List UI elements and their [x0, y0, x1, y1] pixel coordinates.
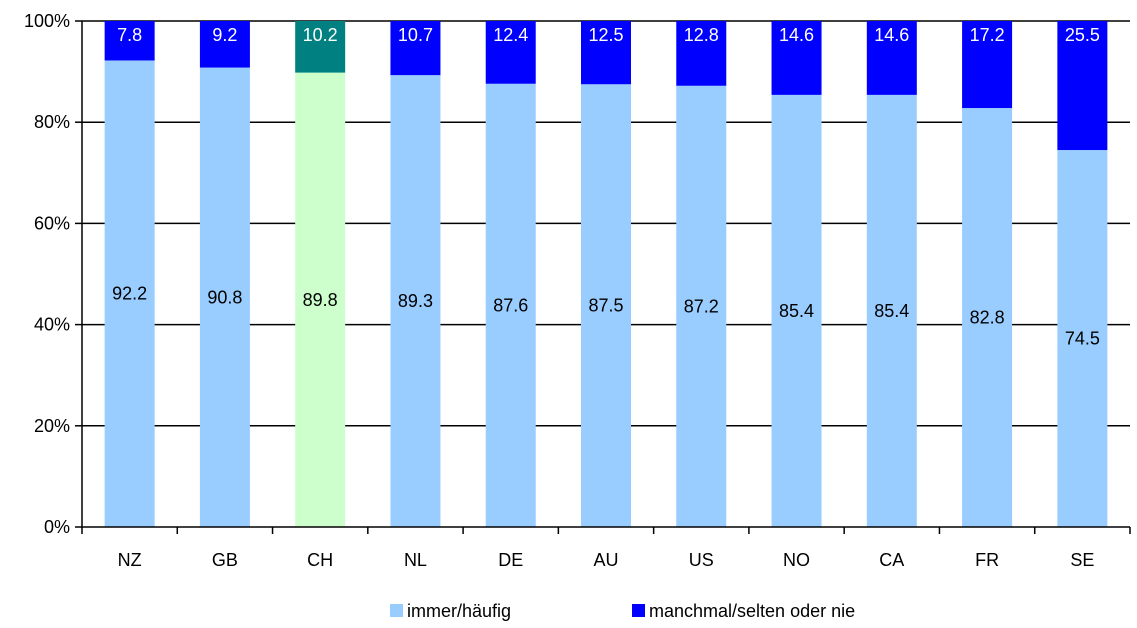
y-tick-label: 40% — [34, 315, 70, 335]
axes: 0% 20% 40% 60% 80% 100% NZ GB CH NL DE AU US NO CA FR SE — [24, 11, 1131, 570]
x-tick-label: AU — [593, 550, 618, 570]
bar-segment — [1057, 150, 1108, 527]
data-label: 25.5 — [1065, 25, 1100, 45]
bars: 92.2 7.8 90.8 9.2 89.8 10.2 89.3 10.7 87.6 12.4 87… — [104, 21, 1108, 528]
legend-label: immer/häufig — [407, 601, 511, 621]
data-label: 10.7 — [398, 25, 433, 45]
data-label: 87.5 — [588, 296, 623, 316]
bar-segment — [295, 21, 346, 73]
bar-segment — [1057, 21, 1108, 151]
data-label: 9.2 — [212, 25, 237, 45]
bar-segment — [581, 84, 631, 527]
legend-swatch — [390, 604, 403, 617]
bar-segment — [199, 67, 250, 527]
bar-segment — [104, 21, 155, 61]
data-label: 12.8 — [684, 25, 719, 45]
bar-segment — [962, 21, 1013, 109]
x-tick-label: NL — [404, 550, 427, 570]
data-label: 7.8 — [117, 25, 142, 45]
y-tick-label: 0% — [44, 517, 70, 537]
legend: immer/häufig manchmal/selten oder nie — [390, 601, 855, 621]
data-label: 17.2 — [970, 25, 1005, 45]
data-label: 12.4 — [493, 25, 528, 45]
bar-segment — [866, 94, 917, 527]
data-label: 74.5 — [1065, 329, 1100, 349]
bar-segment — [485, 83, 536, 527]
x-tick-label: US — [689, 550, 714, 570]
bar-segment — [581, 21, 631, 85]
data-label: 90.8 — [207, 287, 242, 307]
data-label: 14.6 — [779, 25, 814, 45]
y-tick-label: 20% — [34, 416, 70, 436]
x-tick-label: CA — [879, 550, 904, 570]
data-label: 14.6 — [874, 25, 909, 45]
x-tick-label: FR — [975, 550, 999, 570]
bar-segment — [676, 85, 727, 527]
data-label: 85.4 — [779, 301, 814, 321]
y-tick-label: 80% — [34, 112, 70, 132]
bar-segment — [485, 21, 536, 84]
data-label: 12.5 — [588, 25, 623, 45]
legend-swatch — [632, 604, 645, 617]
data-label: 92.2 — [112, 284, 147, 304]
legend-label: manchmal/selten oder nie — [649, 601, 855, 621]
bar-segment — [199, 21, 250, 68]
bar-segment — [295, 72, 346, 527]
bar-segment — [771, 94, 822, 527]
data-label: 82.8 — [970, 308, 1005, 328]
y-tick-label: 100% — [24, 11, 70, 31]
x-tick-label: SE — [1070, 550, 1094, 570]
bar-segment — [771, 21, 822, 95]
data-label: 10.2 — [303, 25, 338, 45]
bar-segment — [390, 75, 441, 527]
x-tick-label: DE — [498, 550, 523, 570]
bar-segment — [866, 21, 917, 95]
bar-segment — [676, 21, 727, 86]
data-label: 89.8 — [303, 290, 338, 310]
data-label: 87.2 — [684, 296, 719, 316]
data-label: 87.6 — [493, 295, 528, 315]
x-tick-label: GB — [212, 550, 238, 570]
bar-segment — [390, 21, 441, 76]
data-label: 85.4 — [874, 301, 909, 321]
bar-segment — [962, 108, 1013, 528]
y-tick-label: 60% — [34, 213, 70, 233]
x-tick-label: NO — [783, 550, 810, 570]
bar-segment — [104, 60, 155, 528]
x-tick-label: NZ — [118, 550, 142, 570]
x-tick-label: CH — [307, 550, 333, 570]
data-label: 89.3 — [398, 291, 433, 311]
